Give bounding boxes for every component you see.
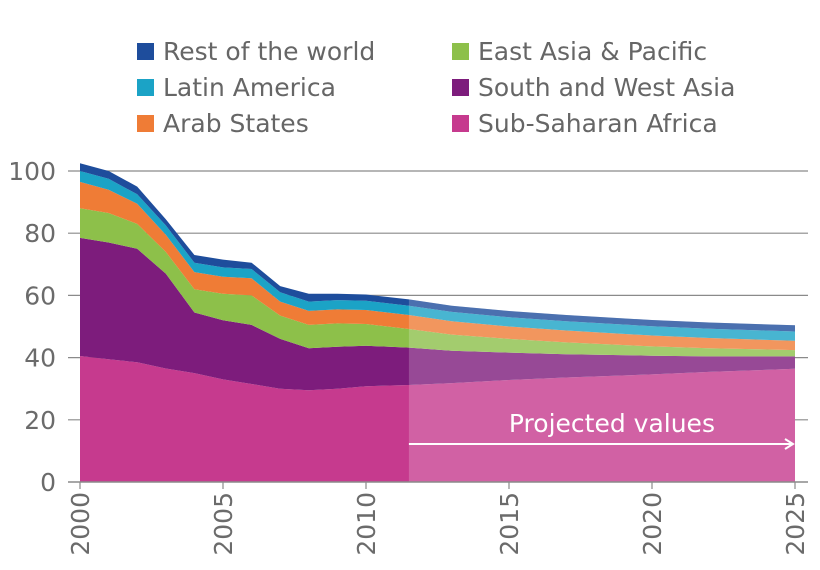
x-tick-label: 2010 [352, 492, 381, 556]
y-tick-label: 60 [24, 281, 56, 310]
legend-item-east-asia-pacific: East Asia & Pacific [452, 37, 707, 66]
legend-label: Arab States [163, 109, 309, 138]
y-tick-label: 100 [8, 157, 56, 186]
legend-label: Latin America [163, 73, 336, 102]
projection-arrow-head [784, 438, 795, 450]
y-tick-label: 80 [24, 219, 56, 248]
area-east-asia-pacific [80, 208, 795, 357]
legend-label: East Asia & Pacific [478, 37, 708, 66]
legend-item-latin-america: Latin America [137, 73, 336, 102]
x-tick-label: 2020 [638, 492, 667, 556]
legend-swatch [137, 43, 154, 60]
area-sub-saharan-africa [80, 356, 795, 482]
legend-item-rest-of-the-world: Rest of the world [137, 37, 375, 66]
legend-label: South and West Asia [478, 73, 736, 102]
legend-swatch [137, 79, 154, 96]
legend-label: Rest of the world [163, 37, 376, 66]
y-tick-label: 0 [40, 468, 56, 497]
y-tick-label: 40 [24, 344, 56, 373]
legend-swatch [452, 43, 469, 60]
legend-swatch [452, 79, 469, 96]
y-tick-label: 20 [24, 406, 56, 435]
x-tick-label: 2015 [495, 492, 524, 556]
legend-swatch [452, 115, 469, 132]
x-tick-label: 2000 [66, 492, 95, 556]
legend-swatch [137, 115, 154, 132]
x-tick-label: 2005 [209, 492, 238, 556]
legend-item-south-and-west-asia: South and West Asia [452, 73, 735, 102]
x-tick-label: 2025 [781, 492, 810, 556]
legend-label: Sub-Saharan Africa [478, 109, 718, 138]
projection-overlay [408, 299, 795, 482]
area-south-and-west-asia [80, 237, 795, 391]
projection-label: Projected values [509, 409, 715, 438]
legend-item-arab-states: Arab States [137, 109, 309, 138]
legend-item-sub-saharan-africa: Sub-Saharan Africa [452, 109, 718, 138]
